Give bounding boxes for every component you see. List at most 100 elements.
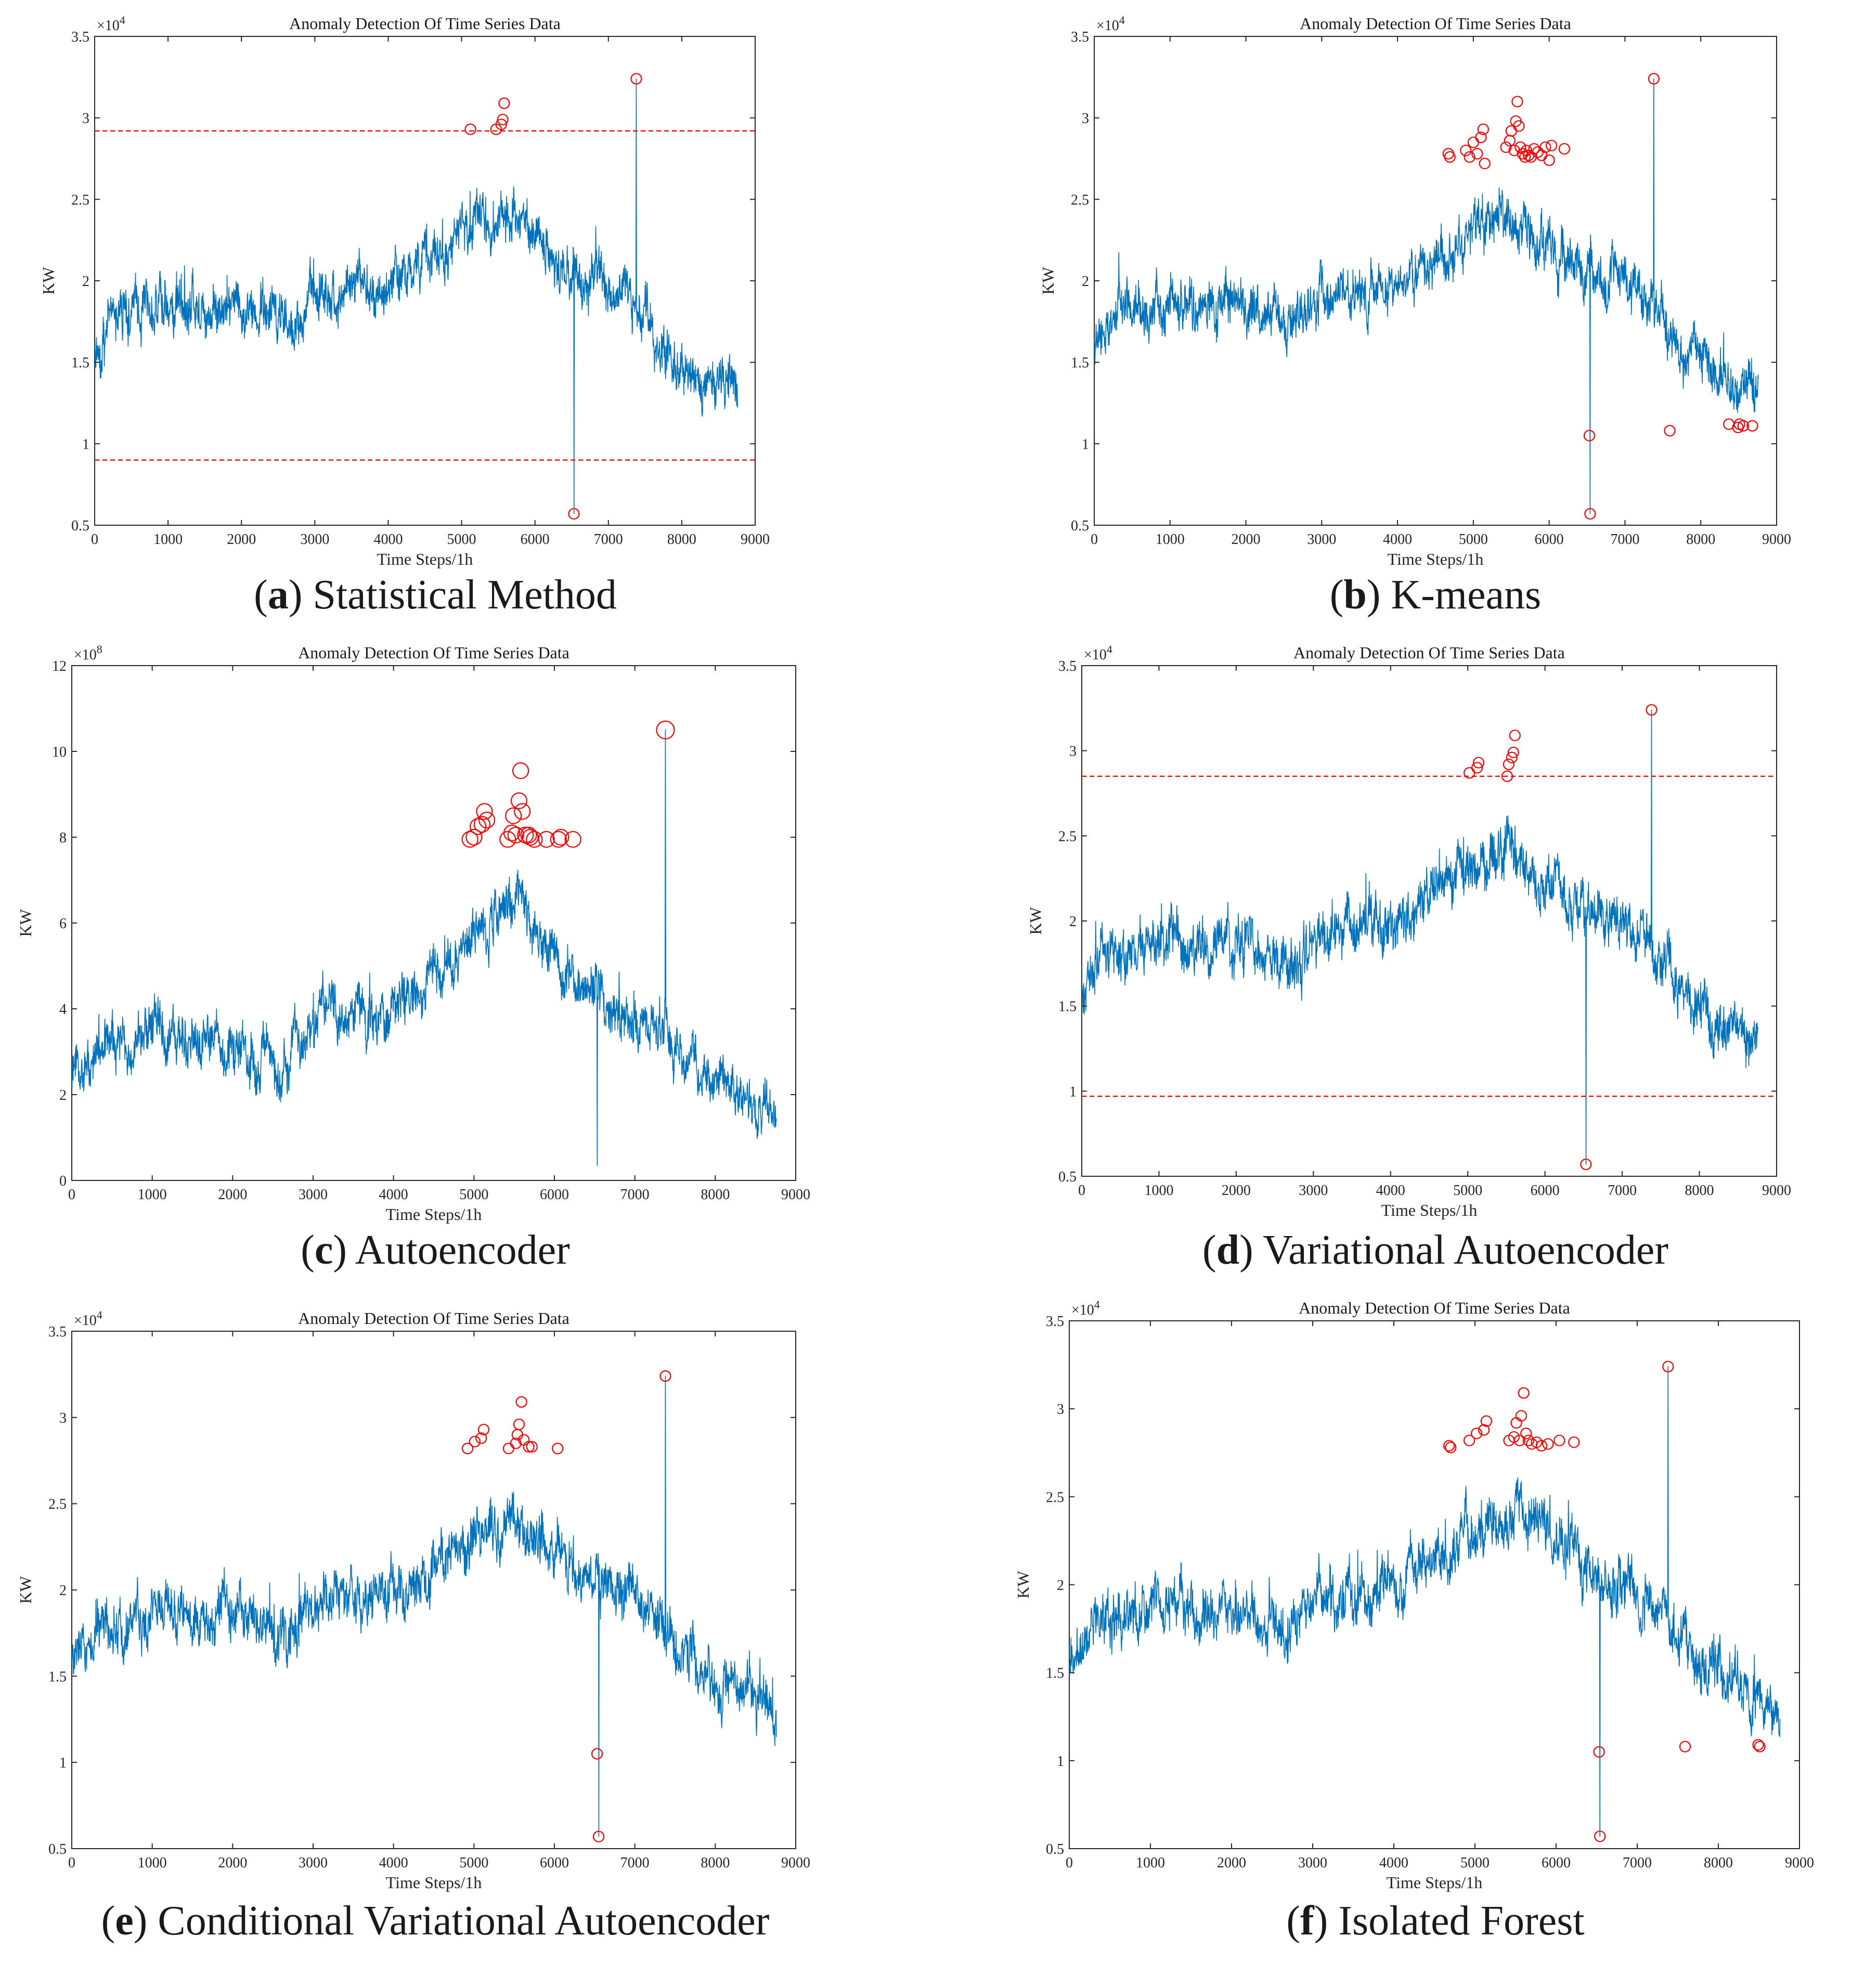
anomaly-marker [1662,1360,1674,1373]
anomaly-marker [1648,73,1660,85]
y-tick-label: 3.5 [71,29,89,45]
y-tick-label: 1.5 [1046,1666,1064,1682]
anomaly-marker [1553,1434,1565,1447]
y-tick-label: 3.5 [1046,1314,1064,1330]
x-tick-label: 3000 [299,1855,328,1871]
x-tick-label: 5000 [459,1855,488,1871]
y-tick-label: 0.5 [1058,1169,1077,1185]
anomaly-marker [659,1370,671,1382]
y-tick-label: 1.5 [1071,355,1089,371]
anomaly-marker [464,123,476,135]
anomaly-marker [1558,143,1570,155]
anomaly-marker [552,828,569,846]
x-tick-label: 3000 [1299,1183,1328,1199]
anomaly-marker [1518,1387,1530,1399]
x-tick-label: 5000 [1453,1183,1482,1199]
x-tick-label: 7000 [1610,531,1639,548]
x-tick-label: 6000 [540,1187,569,1203]
y-tick-label: 3.5 [1058,658,1077,674]
anomaly-marker [1443,1440,1455,1452]
panel-caption: (a) Statistical Method [254,572,617,618]
y-tick-label: 1.5 [71,355,89,371]
x-tick-label: 2000 [1232,531,1261,548]
y-axis-label: KW [39,267,58,295]
anomaly-marker [1583,430,1596,441]
y-tick-label: 10 [52,744,67,760]
y-tick-label: 4 [59,1002,67,1018]
x-tick-label: 6000 [540,1855,569,1871]
time-series-line [72,730,777,1166]
x-axis-label: Time Steps/1h [1381,1201,1478,1219]
x-tick-label: 0 [91,531,98,548]
anomaly-marker [469,1436,481,1448]
y-tick-label: 2 [1082,274,1089,290]
anomaly-marker [478,811,496,829]
anomaly-marker [1460,145,1472,157]
y-tick-label: 2 [59,1583,67,1599]
anomaly-marker [495,119,507,131]
chart-title: Anomaly Detection Of Time Series Data [1293,643,1565,662]
x-tick-label: 2000 [1222,1183,1251,1199]
anomaly-marker [1478,1424,1490,1436]
x-axis-label: Time Steps/1h [377,550,473,568]
y-tick-label: 1 [82,436,89,452]
y-tick-label: 3.5 [1071,29,1089,45]
anomaly-marker [1501,770,1513,782]
x-tick-label: 8000 [701,1855,730,1871]
x-tick-label: 0 [68,1187,75,1203]
x-tick-label: 9000 [1785,1855,1814,1871]
x-axis-label: Time Steps/1h [1388,550,1484,568]
anomaly-marker [538,831,555,848]
chart-title: Anomaly Detection Of Time Series Data [298,1309,569,1328]
x-tick-label: 2000 [218,1187,247,1203]
y-tick-label: 12 [52,658,67,674]
y-tick-label: 3 [59,1410,67,1426]
anomaly-marker [1584,508,1596,520]
anomaly-marker [1568,1436,1580,1448]
anomaly-marker [1507,746,1519,759]
anomaly-marker [1520,1427,1532,1439]
y-tick-label: 3 [1069,744,1077,760]
anomaly-marker [465,828,483,846]
plot-area [94,36,756,526]
x-tick-label: 5000 [459,1187,488,1203]
x-tick-label: 9000 [1762,531,1791,548]
anomaly-marker [591,1748,603,1760]
anomaly-marker [1479,158,1491,170]
x-tick-label: 4000 [1379,1855,1408,1871]
x-tick-label: 7000 [1623,1855,1652,1871]
anomaly-marker [475,1432,487,1444]
chart-panel-d: 0 1000 2000 3000 4000 5000 6000 7000 8000 9000 0.5… [1026,643,1791,1273]
anomaly-marker [520,826,537,843]
anomaly-marker [514,803,531,820]
x-tick-label: 1000 [138,1187,167,1203]
anomaly-marker [1472,757,1485,769]
anomaly-marker [1522,1434,1535,1447]
anomaly-marker [510,1437,522,1449]
y-tick-label: 8 [59,830,67,846]
x-tick-label: 2000 [227,531,256,548]
time-series-line [1082,709,1759,1165]
anomaly-marker [1664,425,1676,437]
x-tick-label: 8000 [1685,1183,1714,1199]
anomaly-marker [1528,143,1540,155]
anomaly-marker [476,803,493,820]
anomaly-marker [1471,148,1483,160]
x-tick-label: 0 [68,1855,75,1871]
panel-caption: (f) Isolated Forest [1286,1898,1584,1944]
panel-caption: (e) Conditional Variational Autoencoder [101,1898,770,1944]
anomaly-marker [1542,1438,1554,1450]
x-tick-label: 0 [1078,1183,1085,1199]
chart-title: Anomaly Detection Of Time Series Data [1299,1298,1570,1317]
y-axis-exponent: ×104 [1096,14,1125,34]
x-tick-label: 4000 [1376,1183,1405,1199]
anomaly-marker [1746,420,1758,432]
y-tick-label: 2 [1069,914,1077,930]
y-tick-label: 3 [1057,1401,1064,1418]
chart-panel-f: 0 1000 2000 3000 4000 5000 6000 7000 8000 9000 0.5… [1014,1298,1814,1944]
y-tick-label: 2.5 [1046,1489,1064,1505]
x-tick-label: 3000 [300,531,329,548]
anomaly-marker [473,816,490,833]
